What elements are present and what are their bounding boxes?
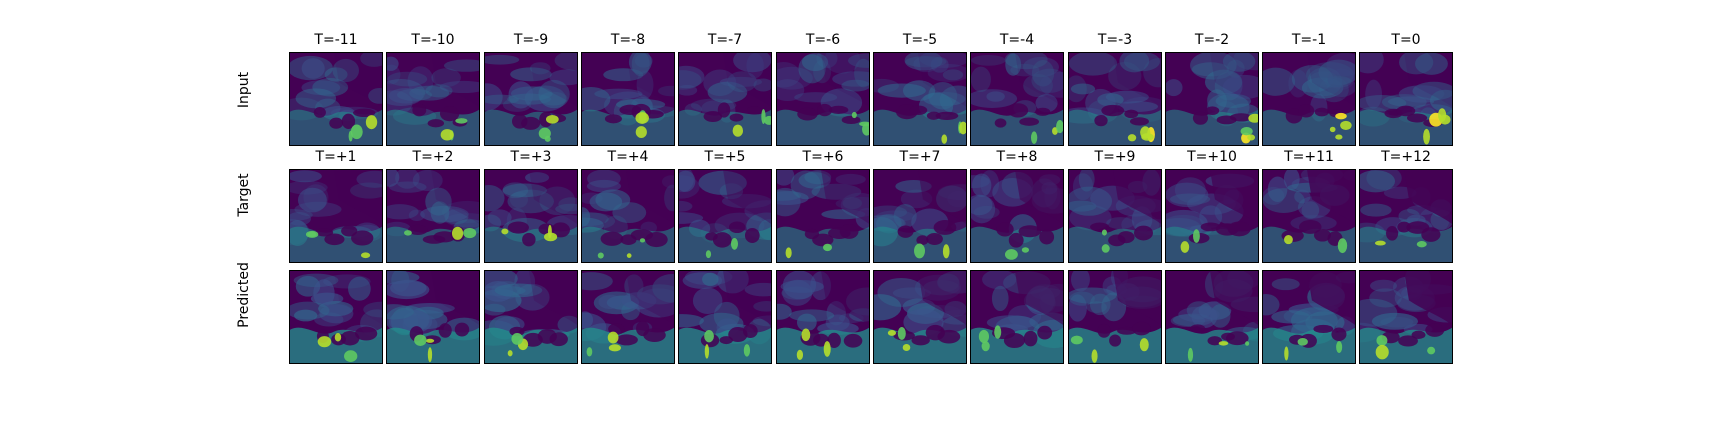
- heatmap-panel: [386, 270, 480, 364]
- panel-title: T=0: [1391, 32, 1421, 48]
- panel-title: T=-5: [902, 32, 938, 48]
- panel-title: T=-7: [707, 32, 743, 48]
- heatmap-panel: [1068, 270, 1162, 364]
- panel-title: T=+7: [899, 149, 941, 165]
- panel-title: T=-10: [411, 32, 455, 48]
- heatmap-panel: [970, 52, 1064, 146]
- panel-title: T=-8: [610, 32, 646, 48]
- heatmap-panel: [1359, 169, 1453, 263]
- heatmap-panel: [873, 270, 967, 364]
- heatmap-panel: [1262, 52, 1356, 146]
- heatmap-panel: [678, 169, 772, 263]
- heatmap-panel: [1359, 52, 1453, 146]
- panel-title: T=-1: [1291, 32, 1327, 48]
- heatmap-panel: [776, 169, 870, 263]
- panel-title: T=-6: [805, 32, 841, 48]
- panel-title: T=+2: [412, 149, 454, 165]
- panel-title: T=+12: [1381, 149, 1431, 165]
- heatmap-panel: [776, 270, 870, 364]
- panel-title: T=-9: [513, 32, 549, 48]
- panel-title: T=-4: [999, 32, 1035, 48]
- panel-title: T=+1: [315, 149, 357, 165]
- heatmap-panel: [1068, 169, 1162, 263]
- panel-title: T=+4: [607, 149, 649, 165]
- heatmap-panel: [776, 52, 870, 146]
- panel-title: T=-11: [314, 32, 358, 48]
- panel-title: T=+10: [1187, 149, 1237, 165]
- heatmap-panel: [1068, 52, 1162, 146]
- heatmap-panel: [484, 169, 578, 263]
- heatmap-panel: [1165, 169, 1259, 263]
- heatmap-panel: [581, 270, 675, 364]
- heatmap-panel: [1165, 270, 1259, 364]
- heatmap-panel: [386, 52, 480, 146]
- panel-title: T=+8: [996, 149, 1038, 165]
- heatmap-panel: [289, 52, 383, 146]
- heatmap-panel: [1165, 52, 1259, 146]
- row-label-input: Input: [236, 71, 252, 109]
- heatmap-panel: [1262, 270, 1356, 364]
- heatmap-panel: [970, 169, 1064, 263]
- heatmap-panel: [289, 169, 383, 263]
- heatmap-panel: [873, 169, 967, 263]
- panel-title: T=+5: [704, 149, 746, 165]
- panel-title: T=+6: [802, 149, 844, 165]
- panel-title: T=-2: [1194, 32, 1230, 48]
- panel-title: T=+11: [1284, 149, 1334, 165]
- heatmap-panel: [484, 270, 578, 364]
- panel-title: T=+3: [510, 149, 552, 165]
- heatmap-panel: [386, 169, 480, 263]
- heatmap-panel: [289, 270, 383, 364]
- panel-title: T=+9: [1094, 149, 1136, 165]
- heatmap-panel: [970, 270, 1064, 364]
- panel-title: T=-3: [1097, 32, 1133, 48]
- heatmap-panel: [581, 169, 675, 263]
- heatmap-panel: [1262, 169, 1356, 263]
- heatmap-panel: [873, 52, 967, 146]
- heatmap-panel: [1359, 270, 1453, 364]
- heatmap-panel: [678, 270, 772, 364]
- heatmap-panel: [678, 52, 772, 146]
- heatmap-panel: [484, 52, 578, 146]
- row-label-predicted: Predicted: [236, 262, 252, 328]
- heatmap-panel: [581, 52, 675, 146]
